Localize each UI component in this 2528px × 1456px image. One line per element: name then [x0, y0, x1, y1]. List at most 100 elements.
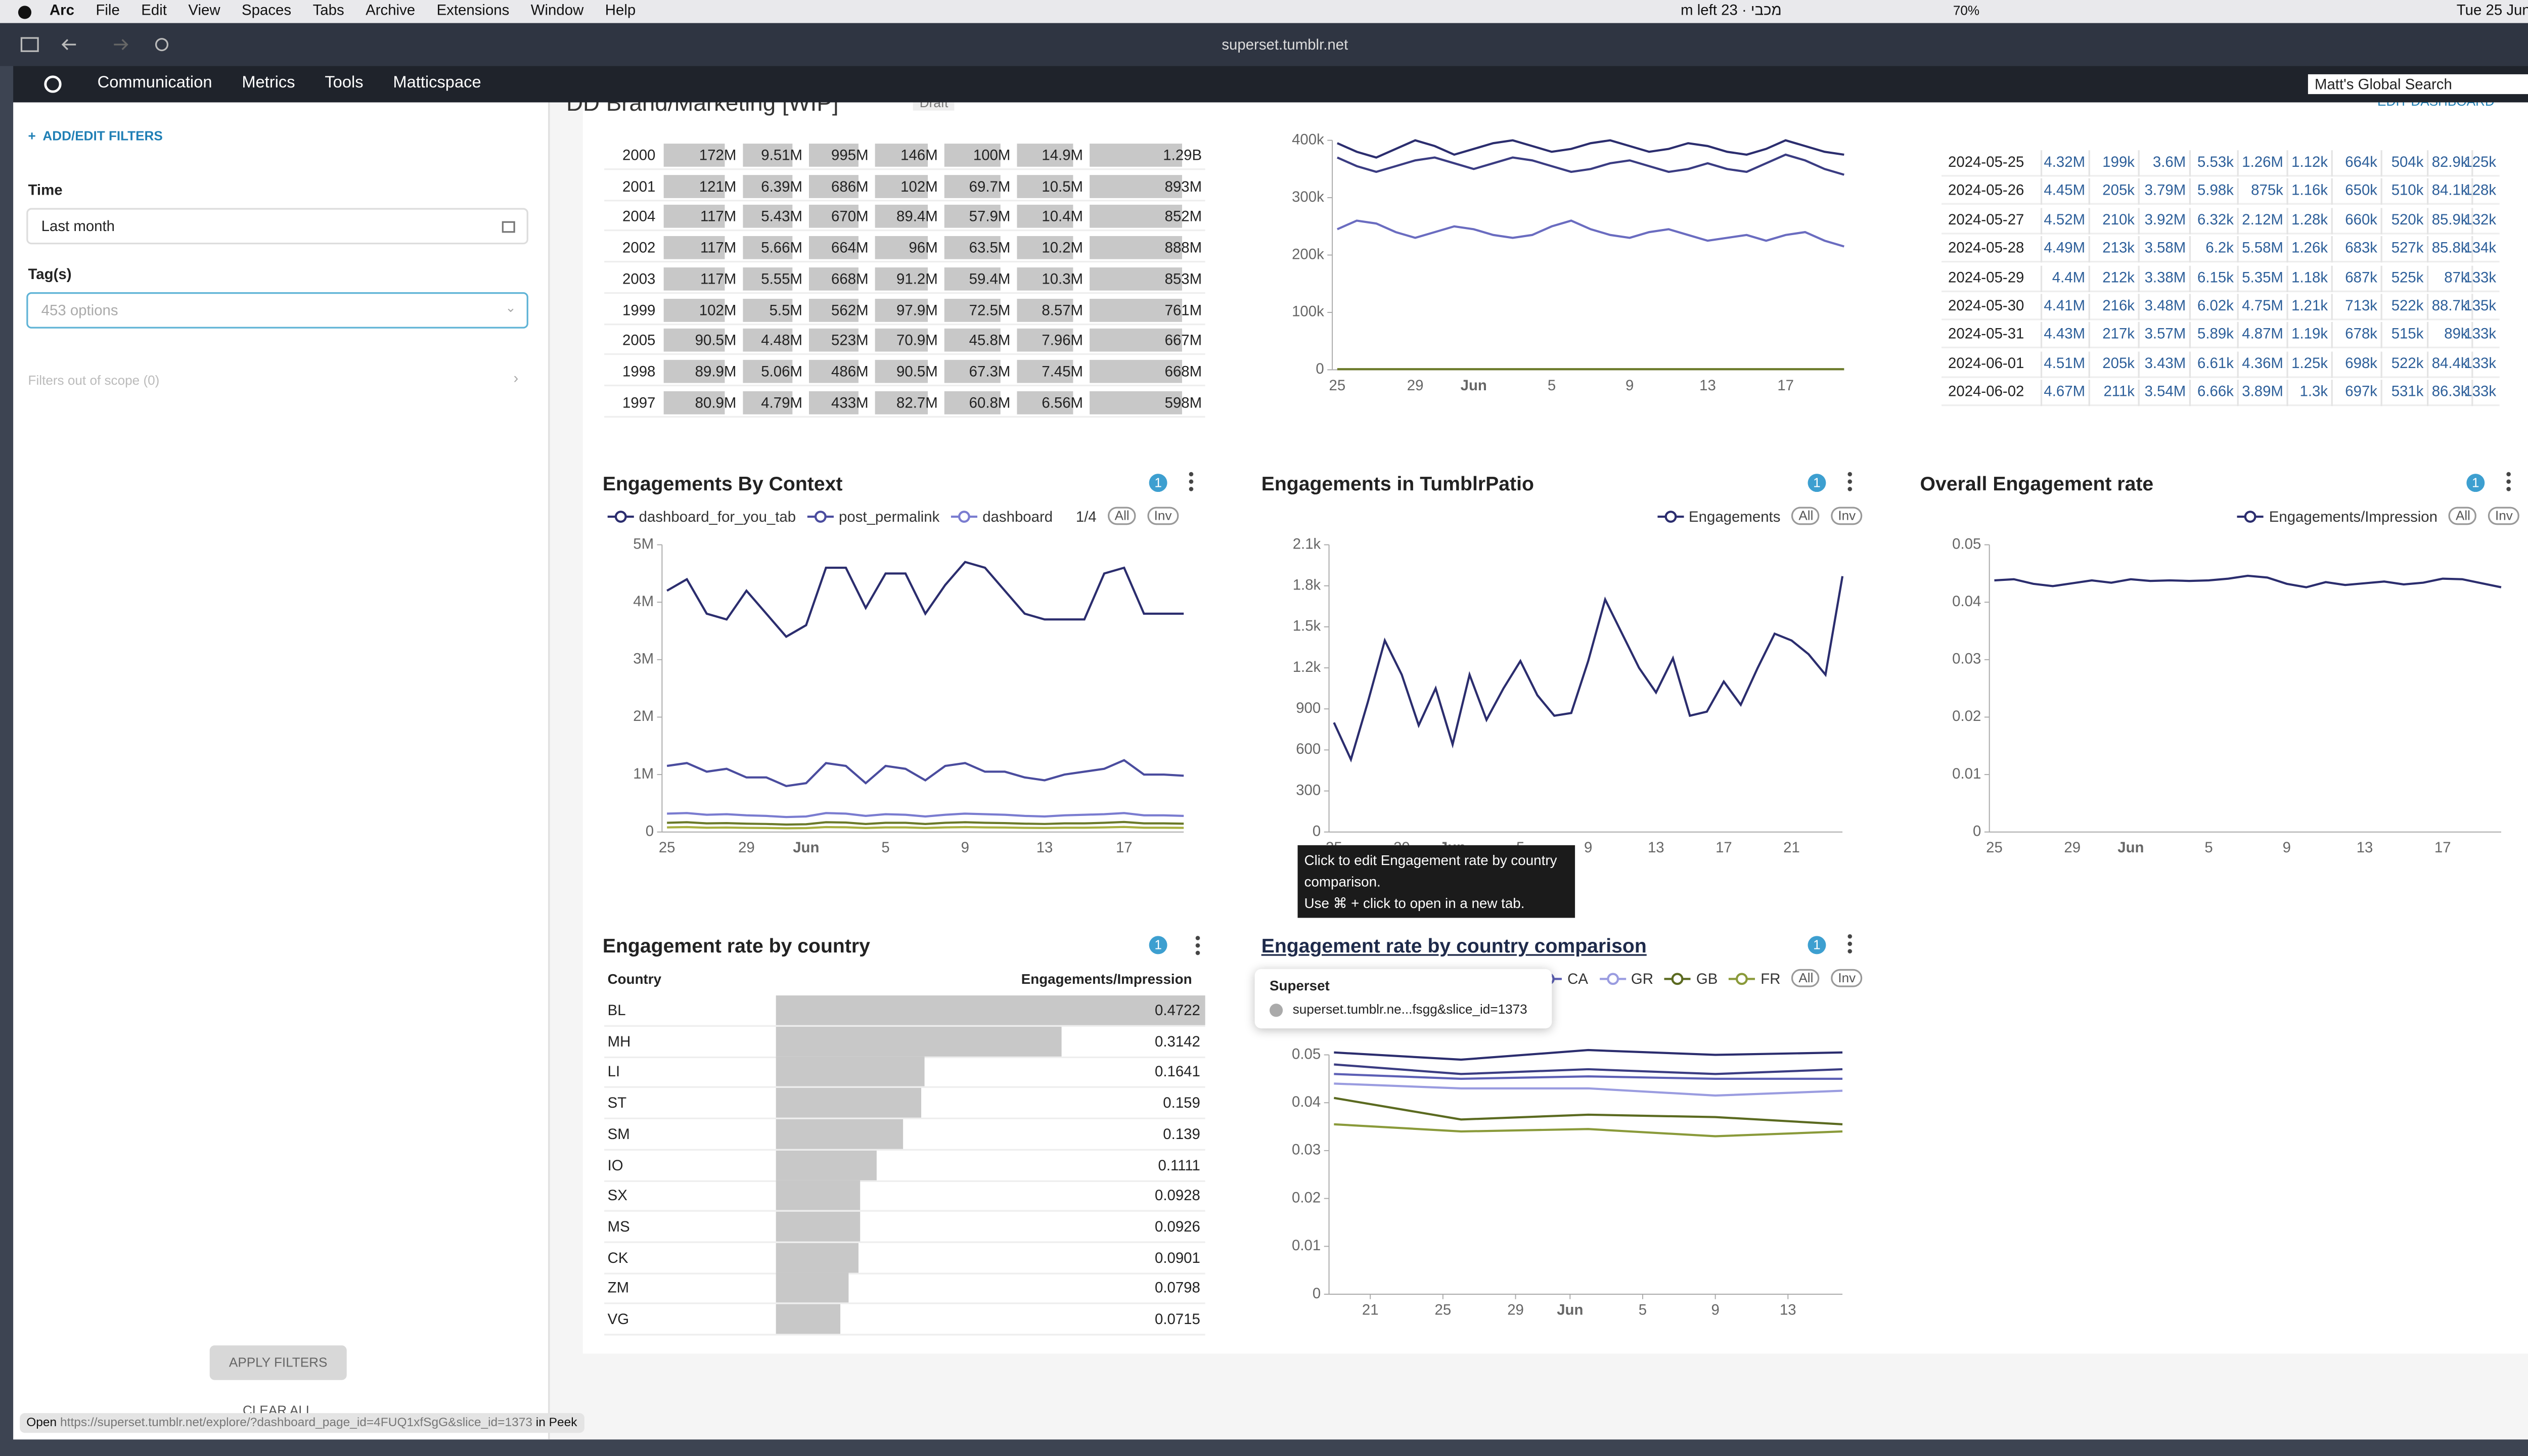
y-tick-label: 0.01 [1292, 1237, 1321, 1254]
more-menu[interactable] [1847, 470, 1853, 492]
table-cell: 2024-06-01 [1948, 354, 2024, 372]
series-line [667, 826, 1184, 830]
cell-divider [2040, 236, 2043, 263]
bar [776, 1304, 841, 1334]
y-tick-label: 0 [1973, 823, 1981, 839]
legend-item[interactable]: dashboard [951, 508, 1053, 524]
cell-divider [2237, 380, 2239, 406]
filter-badge[interactable]: 1 [2466, 474, 2485, 492]
legend-button[interactable]: All [2449, 507, 2477, 525]
menu-item[interactable]: File [96, 2, 120, 18]
y-tick-label: 3M [633, 651, 654, 667]
cell-divider [2427, 236, 2429, 263]
cell-bar [743, 329, 793, 352]
row-line [604, 1241, 1205, 1243]
column-header[interactable]: Engagements/Impression [1021, 970, 1192, 987]
apply-button[interactable]: APPLY FILTERS [209, 1345, 347, 1380]
legend-button[interactable]: All [1792, 969, 1820, 987]
cell-divider [2088, 236, 2090, 263]
nav-item[interactable]: Matticspace [393, 74, 481, 93]
table-cell: 4.48M [761, 332, 802, 349]
cell-bar [944, 329, 1000, 352]
legend-item[interactable]: FR [1729, 970, 1780, 986]
filter-badge[interactable]: 1 [1149, 936, 1167, 954]
menu-item[interactable]: Arc [49, 2, 74, 18]
cell-divider [2040, 294, 2043, 321]
url-bar[interactable]: superset.tumblr.net [1222, 36, 1348, 53]
table-cell: 1999 [622, 301, 656, 318]
add-filters-label[interactable]: ADD/EDIT FILTERS [42, 128, 163, 144]
tags-value: 453 options [41, 302, 118, 319]
chart-title[interactable]: Engagement rate by country comparison [1261, 934, 1647, 958]
legend-item[interactable]: Engagements [1657, 508, 1780, 524]
legend-button[interactable]: Inv [1147, 507, 1179, 525]
more-menu[interactable] [1189, 470, 1194, 492]
row-line [1941, 290, 2500, 292]
x-tick-label: 13 [1036, 839, 1053, 856]
filter-badge[interactable]: 1 [1808, 474, 1826, 492]
global-search[interactable]: Matt's Global Search [2308, 74, 2528, 95]
table-cell: SX [607, 1187, 627, 1204]
y-tick-label: 0.05 [1292, 1045, 1321, 1062]
menu-item[interactable]: Archive [366, 2, 416, 18]
cell-divider [2040, 207, 2043, 235]
legend-button[interactable]: Inv [2488, 507, 2519, 525]
legend-label: dashboard_for_you_tab [639, 508, 796, 524]
y-tick-label: 0 [1316, 360, 1324, 377]
cell-bar [1090, 205, 1182, 229]
menu-item[interactable]: Tabs [312, 2, 344, 18]
table-cell: ZM [607, 1280, 629, 1297]
table-cell: 1.25k [2291, 354, 2328, 372]
cell-divider [2088, 351, 2090, 378]
tooltip-line: Click to edit Engagement rate by country… [1304, 851, 1557, 890]
nav-item[interactable]: Metrics [242, 74, 295, 93]
table-cell: 697k [2345, 383, 2378, 400]
legend-glyph [1729, 972, 1756, 984]
add-filters[interactable]: + ADD/EDIT FILTERS [28, 128, 163, 144]
table-cell: 4.45M [2044, 182, 2086, 199]
legend-item[interactable]: GB [1664, 970, 1718, 986]
table-cell: 5.89k [2197, 326, 2234, 343]
x-tick-label: 9 [961, 839, 969, 856]
logo[interactable] [43, 74, 63, 94]
nav-item[interactable]: Communication [97, 74, 212, 93]
more-menu[interactable] [1847, 932, 1853, 954]
peek-popup[interactable]: Superset superset.tumblr.ne...fsgg&slice… [1254, 969, 1552, 1029]
legend-item[interactable]: GR [1599, 970, 1653, 986]
menu-item[interactable]: Help [605, 2, 636, 18]
legend-button[interactable]: Inv [1831, 969, 1863, 987]
nav-item[interactable]: Tools [325, 74, 364, 93]
column-header[interactable]: Country [607, 970, 662, 987]
more-menu[interactable] [1195, 934, 1200, 956]
browser-controls[interactable] [20, 36, 169, 56]
more-menu[interactable] [2506, 470, 2511, 492]
legend-item[interactable]: Engagements/Impression [2237, 508, 2437, 524]
cell-divider [2471, 380, 2473, 406]
menu-item[interactable]: Window [530, 2, 584, 18]
cell-bar [663, 359, 725, 383]
menu-item[interactable]: Edit [141, 2, 167, 18]
legend-button[interactable]: All [1792, 507, 1820, 525]
tags-select[interactable]: 453 options ⌄ [26, 292, 528, 329]
menu-item[interactable]: Spaces [242, 2, 292, 18]
legend-button[interactable]: Inv [1831, 507, 1863, 525]
row-line [1941, 175, 2500, 177]
menu-item[interactable]: View [188, 2, 220, 18]
table-cell: 67.3M [969, 363, 1011, 380]
time-input[interactable]: Last month [26, 208, 528, 245]
apple-logo [18, 6, 32, 19]
cell-bar [875, 174, 928, 198]
legend-item[interactable]: post_permalink [807, 508, 939, 524]
cell-bar [1017, 359, 1073, 383]
browser-bar: superset.tumblr.net [0, 23, 2528, 66]
cell-bar [944, 144, 1000, 167]
legend-label: FR [1760, 970, 1781, 987]
filter-badge[interactable]: 1 [1149, 474, 1167, 492]
out-of-scope[interactable]: Filters out of scope (0) [28, 373, 160, 388]
legend-item[interactable]: dashboard_for_you_tab [607, 508, 796, 524]
legend-button[interactable]: All [1108, 507, 1136, 525]
menu-item[interactable]: Extensions [436, 2, 510, 18]
filter-badge[interactable]: 1 [1808, 936, 1826, 954]
